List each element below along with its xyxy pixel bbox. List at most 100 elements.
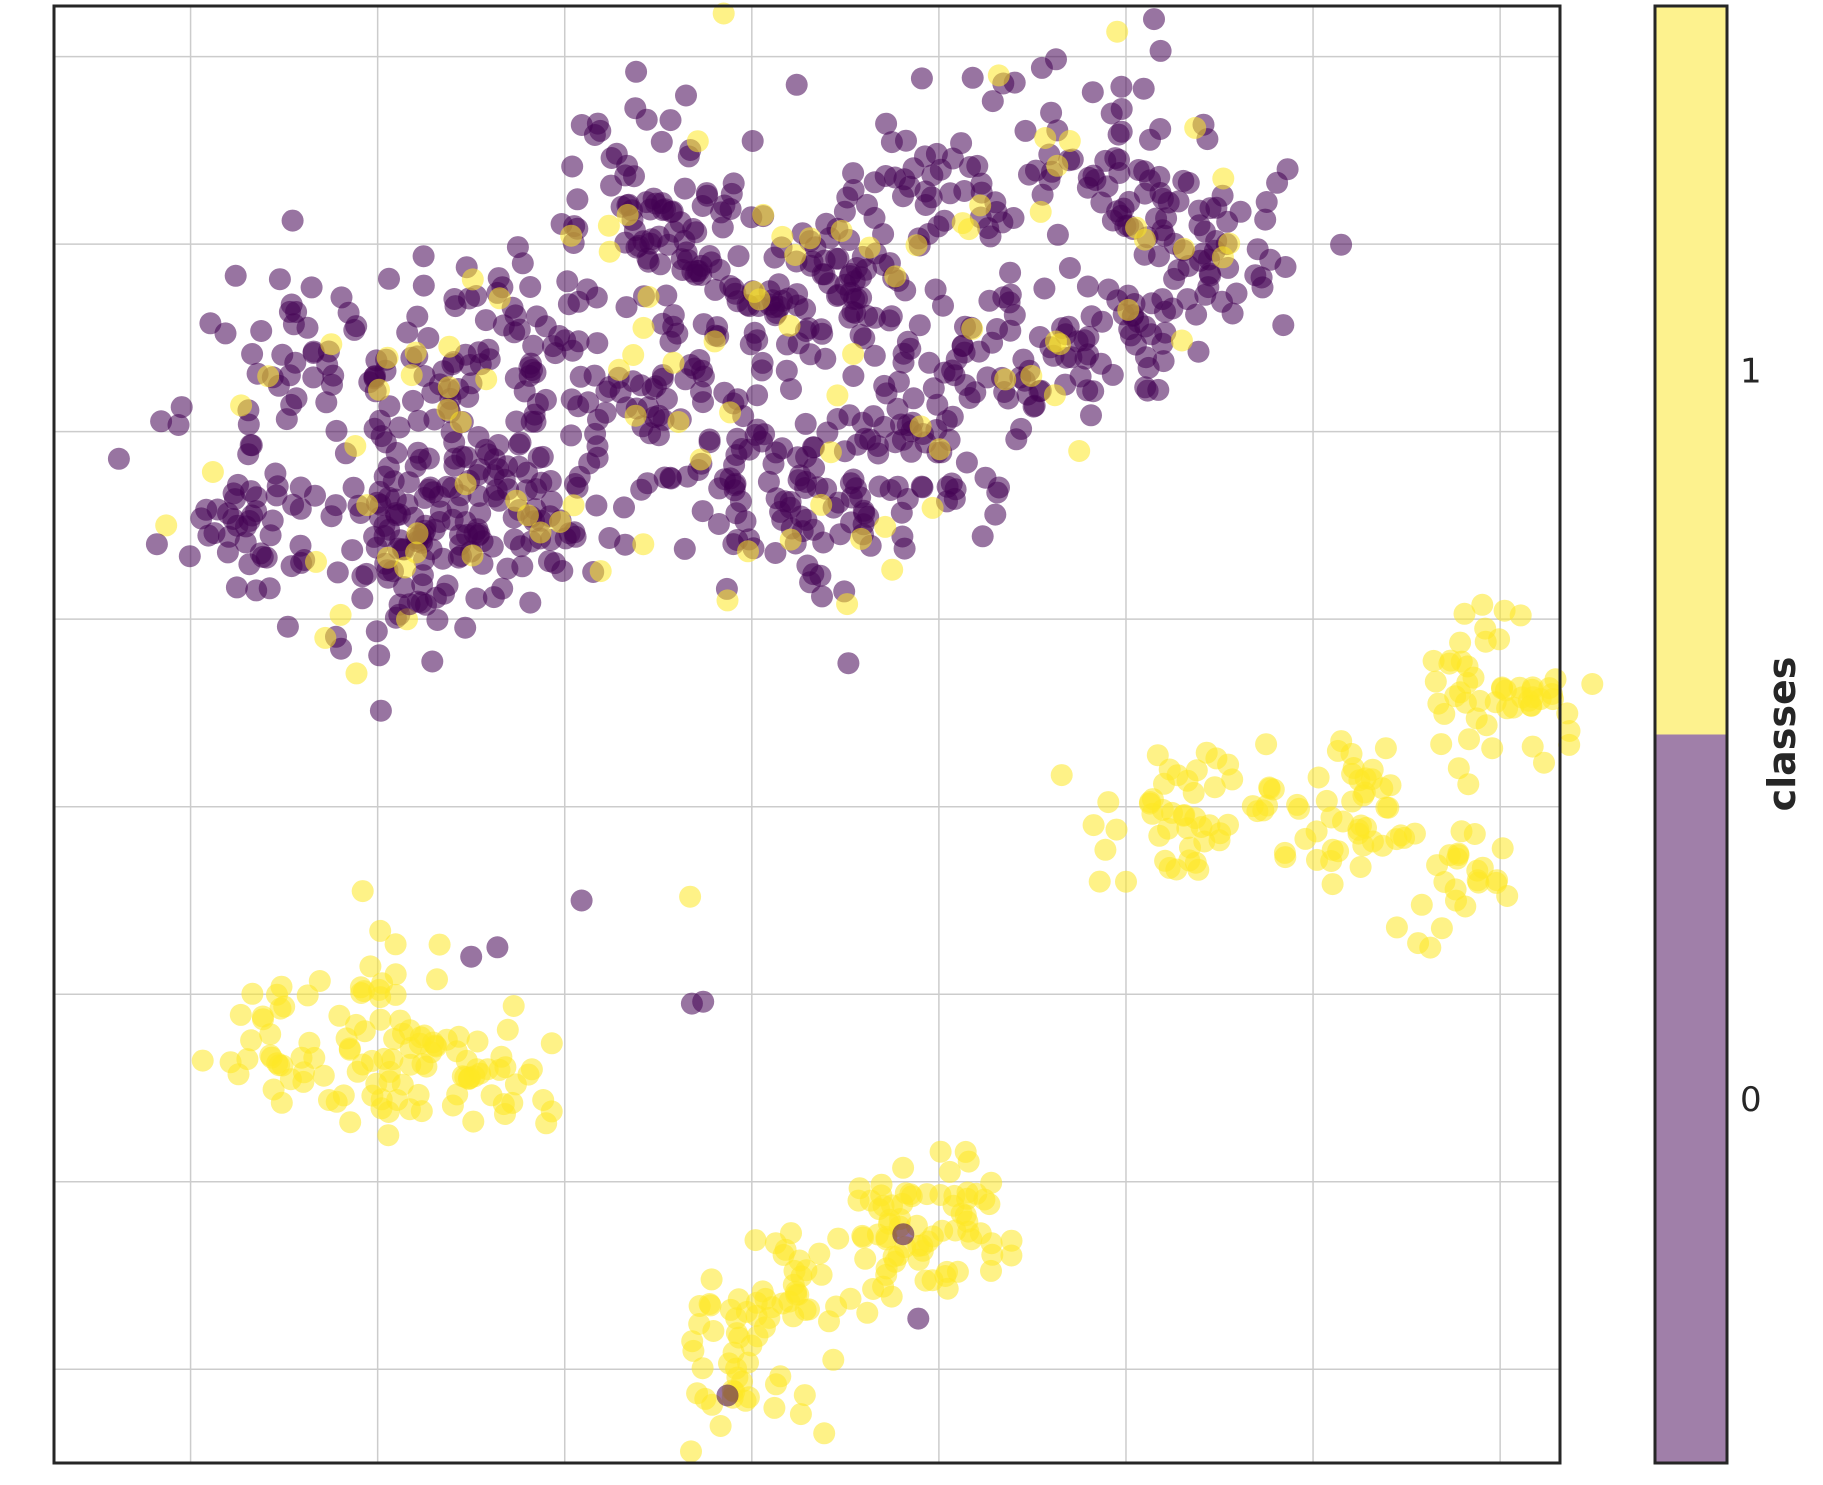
point-class-0 [727,245,750,268]
point-class-1 [305,550,327,573]
point-class-1 [368,378,390,401]
point-class-0 [378,267,400,290]
point-class-0 [589,119,612,142]
point-class-1 [549,511,572,533]
point-class-0 [465,285,488,307]
point-class-1 [219,1051,242,1074]
point-class-1 [447,1025,470,1048]
point-class-0 [271,343,294,366]
point-class-1 [884,265,907,288]
point-class-0 [378,395,401,418]
point-class-0 [388,503,411,526]
point-class-1 [994,368,1017,391]
point-class-1 [891,1192,914,1215]
point-class-1 [1427,692,1450,715]
point-class-0 [764,542,787,564]
point-class-0 [107,447,130,470]
point-class-0 [868,475,891,498]
point-class-1 [1203,776,1226,799]
point-class-1 [351,880,374,903]
point-class-0 [519,591,542,614]
point-class-1 [887,1244,910,1267]
point-class-1 [753,1316,776,1339]
point-class-0 [1046,223,1069,246]
point-class-0 [812,531,835,554]
point-class-0 [641,378,664,400]
point-class-1 [688,1295,711,1317]
point-class-0 [730,438,753,460]
point-class-0 [698,428,721,451]
point-class-1 [859,1189,882,1212]
point-class-1 [957,218,980,241]
point-class-0 [241,343,264,365]
point-class-0 [1031,183,1054,206]
point-class-1 [1184,116,1207,139]
point-class-0 [840,511,863,534]
point-class-1 [1082,814,1105,837]
point-class-1 [702,1320,725,1342]
point-class-0 [734,510,757,533]
point-class-0 [406,305,429,328]
point-class-1 [368,978,391,1001]
point-class-1 [778,314,801,337]
point-class-0 [556,270,579,293]
point-class-1 [361,1049,383,1072]
point-class-1 [1165,858,1188,881]
point-class-1 [980,1259,1002,1282]
point-class-0 [1076,176,1099,199]
point-class-0 [289,497,312,520]
point-class-1 [1520,694,1543,717]
point-class-0 [560,388,583,411]
point-class-1 [436,398,459,421]
point-class-0 [932,294,954,317]
point-class-1 [560,224,583,247]
point-class-0 [613,496,635,519]
point-class-0 [577,391,600,414]
point-class-1 [1371,777,1394,800]
point-class-1 [1286,793,1309,816]
point-class-1 [480,1084,503,1107]
point-class-0 [404,455,427,478]
point-class-1 [1146,744,1169,767]
point-class-0 [415,593,437,616]
point-class-1 [905,234,928,257]
point-class-0 [814,347,837,370]
point-class-0 [245,486,268,509]
point-class-0 [893,537,916,560]
point-class-0 [345,315,368,338]
point-class-0 [570,114,593,136]
point-class-0 [585,494,608,517]
point-class-0 [1025,159,1047,182]
point-class-1 [1105,818,1128,841]
point-class-0 [412,274,435,297]
point-class-1 [1117,298,1140,321]
point-class-1 [754,1287,777,1310]
point-class-1 [1447,757,1470,780]
point-class-1 [752,203,775,226]
point-class-1 [1558,733,1581,756]
point-class-0 [1187,340,1210,363]
point-class-1 [438,335,461,358]
point-class-0 [1172,169,1195,192]
point-class-0 [561,155,584,178]
point-class-1 [826,384,849,407]
point-class-0 [1040,101,1063,124]
point-class-0 [1185,303,1208,326]
point-class-0 [929,158,952,181]
point-class-0 [584,422,607,445]
point-class-1 [1444,878,1467,901]
point-class-0 [1002,207,1025,229]
point-class-1 [420,1041,443,1064]
point-class-1 [1375,796,1398,819]
point-class-1 [229,1003,252,1026]
point-class-0 [268,268,291,291]
point-class-1 [1133,228,1156,251]
point-class-0 [1081,81,1104,104]
point-class-0 [1330,233,1353,256]
point-class-0 [1221,302,1244,325]
point-class-0 [1154,300,1176,323]
point-class-0 [999,261,1022,284]
point-class-1 [488,287,511,310]
point-class-1 [784,244,807,266]
point-class-1 [954,1204,977,1227]
